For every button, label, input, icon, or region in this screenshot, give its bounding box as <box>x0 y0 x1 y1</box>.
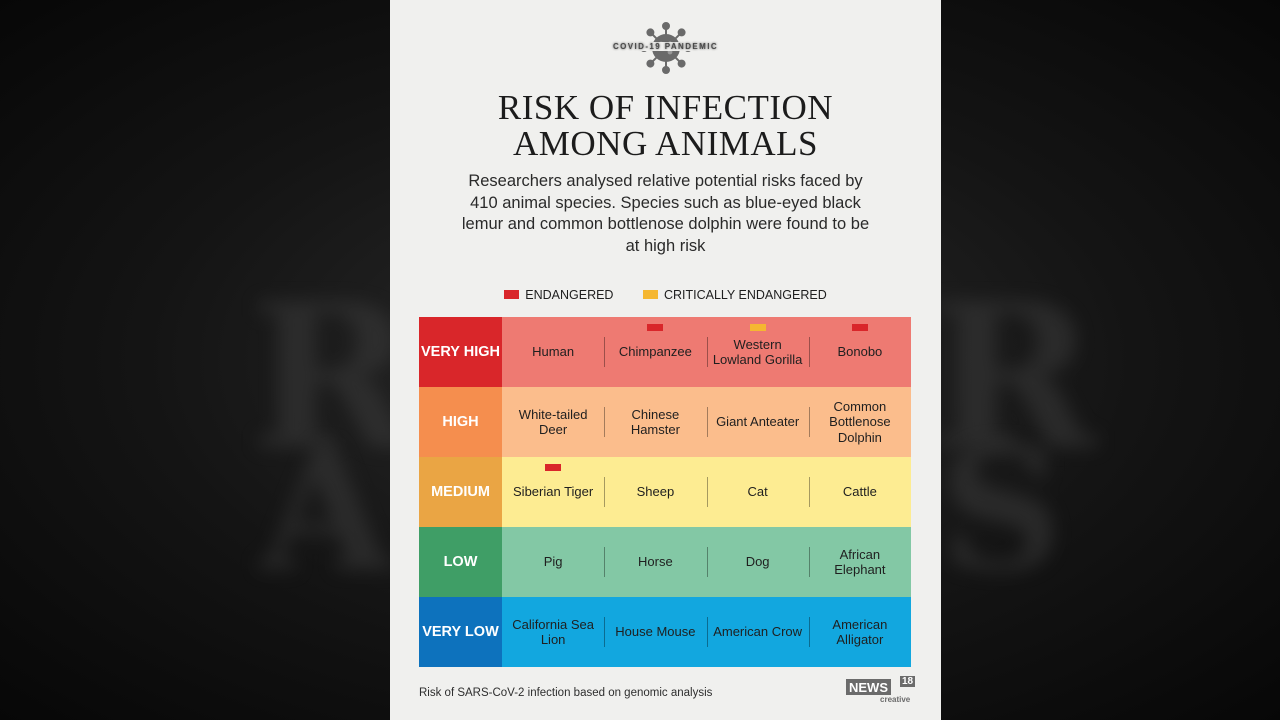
animal-cell: Cat <box>706 457 809 527</box>
risk-row-cells: Human Chimpanzee Western Lowland Gorilla Bo… <box>502 317 911 387</box>
animal-cell: American Crow <box>706 597 809 667</box>
animal-name: Sheep <box>636 484 675 500</box>
endangered-swatch-icon <box>504 290 520 299</box>
risk-level-label: VERY HIGH <box>419 317 502 387</box>
animal-name: Cattle <box>842 484 877 500</box>
animal-cell: Cattle <box>808 457 911 527</box>
brand-header: COVID-19 PANDEMIC <box>390 22 941 76</box>
background-ghost-letters: A <box>260 410 392 610</box>
animal-name: Horse <box>638 554 673 570</box>
animal-cell: American Alligator <box>808 597 911 667</box>
risk-row-cells: Pig Horse Dog African Elephant <box>502 527 911 597</box>
animal-name: House Mouse <box>615 624 696 640</box>
animal-name: Human <box>532 344 575 360</box>
background-ghost-letters: S <box>940 410 1063 610</box>
risk-row-cells: White-tailed Deer Chinese Hamster Giant An… <box>502 387 911 457</box>
animal-name: Chinese Hamster <box>630 406 680 438</box>
animal-name: Giant Anteater <box>716 414 800 430</box>
risk-row: MEDIUM Siberian Tiger Sheep Cat Cattle <box>419 457 911 527</box>
page-title: RISK OF INFECTION AMONG ANIMALS <box>390 90 941 162</box>
animal-cell: African Elephant <box>808 527 911 597</box>
animal-name: African Elephant <box>834 546 886 578</box>
animal-cell: Siberian Tiger <box>502 457 604 527</box>
subtitle: Researchers analysed relative potential … <box>461 172 870 255</box>
animal-name: American Alligator <box>832 616 888 648</box>
animal-name: White-tailed Deer <box>518 406 588 438</box>
animal-cell: California Sea Lion <box>502 597 604 667</box>
animal-cell: White-tailed Deer <box>502 387 604 457</box>
animal-name: Western Lowland Gorilla <box>712 336 803 368</box>
critically-endangered-swatch-icon <box>642 290 658 299</box>
animal-cell: Dog <box>706 527 809 597</box>
footer-note: Risk of SARS-CoV-2 infection based on ge… <box>419 687 713 699</box>
animal-name: Chimpanzee <box>618 344 692 360</box>
animal-name: Siberian Tiger <box>513 484 594 500</box>
risk-row-cells: Siberian Tiger Sheep Cat Cattle <box>502 457 911 527</box>
endangered-marker-icon <box>545 464 562 471</box>
animal-cell: Giant Anteater <box>706 387 809 457</box>
animal-name: Pig <box>543 554 563 570</box>
animal-cell: Common Bottlenose Dolphin <box>808 387 911 457</box>
animal-cell: Sheep <box>604 457 706 527</box>
risk-level-label: LOW <box>419 527 502 597</box>
legend-endangered: ENDANGERED <box>504 288 613 302</box>
animal-cell: Chimpanzee <box>604 317 706 387</box>
infographic-card: COVID-19 PANDEMIC RISK OF INFECTION AMON… <box>390 0 941 720</box>
animal-cell: Chinese Hamster <box>604 387 706 457</box>
animal-name: Cat <box>747 484 768 500</box>
animal-cell: Western Lowland Gorilla <box>706 317 809 387</box>
risk-row-cells: California Sea Lion House Mouse American C… <box>502 597 911 667</box>
title-line-1: RISK OF INFECTION <box>497 88 834 127</box>
animal-name: Dog <box>745 554 770 570</box>
brand-tag: COVID-19 PANDEMIC <box>611 42 720 51</box>
endangered-marker-icon <box>647 324 664 331</box>
critically-endangered-marker-icon <box>749 324 766 331</box>
risk-level-label: VERY LOW <box>419 597 502 667</box>
endangered-marker-icon <box>851 324 868 331</box>
risk-row: VERY HIGH Human Chimpanzee Western Lowland … <box>419 317 911 387</box>
news18-logo: NEWS 18 creative <box>846 676 916 704</box>
animal-cell: Human <box>502 317 604 387</box>
legend: ENDANGERED CRITICALLY ENDANGERED <box>390 288 941 302</box>
animal-cell: Horse <box>604 527 706 597</box>
risk-grid: VERY HIGH Human Chimpanzee Western Lowland … <box>419 317 911 667</box>
animal-cell: Bonobo <box>808 317 911 387</box>
background-ghost-letters: R <box>930 260 1097 495</box>
risk-level-label: MEDIUM <box>419 457 502 527</box>
animal-name: California Sea Lion <box>512 616 594 648</box>
legend-critically-endangered: CRITICALLY ENDANGERED <box>642 288 827 302</box>
animal-name: Common Bottlenose Dolphin <box>829 398 891 445</box>
animal-cell: Pig <box>502 527 604 597</box>
animal-name: Bonobo <box>837 344 883 360</box>
risk-row: LOW Pig Horse Dog African Elephant <box>419 527 911 597</box>
animal-name: American Crow <box>713 624 803 640</box>
risk-row: VERY LOW California Sea Lion House Mouse Am… <box>419 597 911 667</box>
title-line-2: AMONG ANIMALS <box>513 124 818 163</box>
risk-level-label: HIGH <box>419 387 502 457</box>
risk-row: HIGH White-tailed Deer Chinese Hamster Gian… <box>419 387 911 457</box>
animal-cell: House Mouse <box>604 597 706 667</box>
